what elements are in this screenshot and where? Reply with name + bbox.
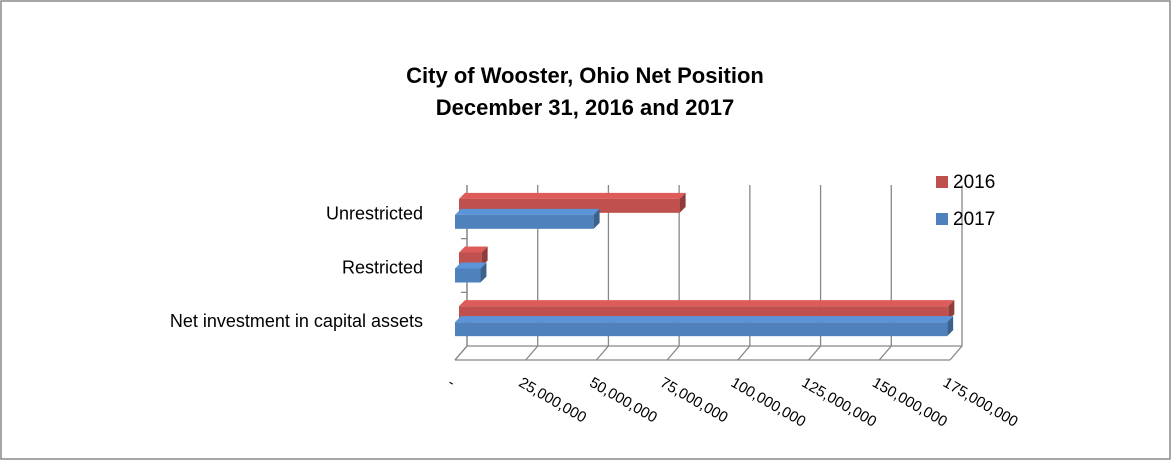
grid-line: [949, 185, 963, 361]
y-tick-label: Unrestricted: [326, 204, 423, 224]
y-tick-label: Net investment in capital assets: [170, 311, 423, 331]
chart-subtitle: December 31, 2016 and 2017: [436, 95, 734, 120]
bar-end: [947, 316, 954, 337]
bar-top: [455, 208, 600, 215]
bar-top: [455, 316, 954, 323]
bar-top: [459, 300, 955, 307]
legend-label: 2016: [953, 172, 995, 193]
y-tick-label: Restricted: [342, 257, 423, 277]
bar-end: [948, 300, 955, 321]
grid-line: [454, 185, 468, 361]
legend-swatch: [936, 176, 948, 188]
bar-top: [459, 192, 686, 199]
legend-label: 2017: [953, 209, 995, 230]
grid-line: [808, 185, 822, 361]
grid-line: [878, 185, 892, 361]
bar: [455, 214, 594, 229]
grid-line: [595, 185, 610, 361]
bar: [455, 268, 481, 283]
bar-top: [455, 262, 487, 269]
grid-line: [737, 185, 751, 361]
bar-top: [459, 246, 488, 253]
bar-end: [481, 246, 488, 267]
grid-line: [666, 185, 680, 361]
bar-end: [480, 262, 487, 283]
legend-swatch: [936, 213, 948, 225]
bar: [455, 322, 948, 337]
bar-end: [593, 208, 600, 229]
grid-line: [525, 185, 539, 361]
bar-end: [679, 192, 686, 213]
chart-title: City of Wooster, Ohio Net Position: [406, 63, 764, 88]
